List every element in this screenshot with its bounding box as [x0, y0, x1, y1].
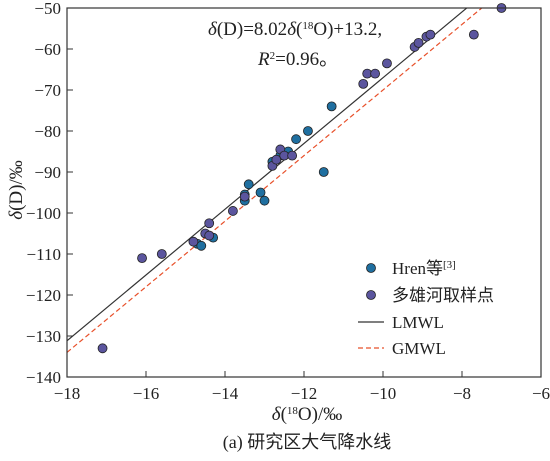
- y-tick-label: −120: [26, 286, 61, 305]
- x-tick-label: −18: [54, 384, 81, 403]
- hren-point: [291, 134, 302, 145]
- x-axis-title: δ(18O)/‰: [272, 404, 343, 425]
- y-tick-label: −90: [34, 163, 61, 182]
- y-axis-title: δ(D)/‰: [6, 160, 27, 220]
- legend-marker-duoxiong: [366, 290, 376, 300]
- hren-point: [243, 179, 254, 190]
- figure-caption: (a) 研究区大气降水线: [223, 432, 391, 453]
- y-tick-label: −140: [26, 368, 61, 387]
- duoxiong-point: [382, 58, 392, 69]
- x-tick-label: −8: [453, 384, 471, 403]
- hren-point: [196, 240, 207, 251]
- duoxiong-point: [227, 206, 238, 216]
- x-tick-label: −6: [532, 384, 550, 403]
- legend-label-hren: Hren等[3]: [392, 259, 456, 278]
- ticks-layer: −18 −16 −14 −12 −10 −8 −6 −140 −130 −120 −110 −100 −…: [26, 0, 550, 403]
- duoxiong-point: [425, 29, 436, 40]
- y-tick-label: −60: [34, 40, 61, 59]
- duoxiong-point: [137, 253, 147, 264]
- duoxiong-point: [204, 230, 215, 241]
- legend-label-lmwl: LMWL: [392, 313, 444, 332]
- equation-line-1: δ(D)=8.02δ(18O)+13.2,: [208, 19, 382, 40]
- legend-marker-hren: [366, 263, 376, 273]
- y-tick-label: −70: [34, 81, 61, 100]
- duoxiong-point: [239, 191, 250, 202]
- duoxiong-point: [97, 343, 108, 354]
- data-points: [97, 3, 507, 354]
- hren-point: [318, 167, 329, 177]
- legend-label-gmwl: GMWL: [392, 339, 446, 358]
- duoxiong-point: [468, 29, 479, 40]
- regression-lines: [67, 8, 483, 353]
- legend-label-duoxiong: 多雄河取样点: [392, 286, 494, 305]
- y-tick-label: −80: [34, 122, 61, 141]
- duoxiong-point: [413, 37, 424, 48]
- legend: Hren等[3] 多雄河取样点 LMWL GMWL: [358, 259, 494, 358]
- x-tick-label: −14: [212, 384, 239, 403]
- x-tick-label: −12: [291, 384, 318, 403]
- y-tick-label: −110: [27, 245, 61, 264]
- duoxiong-point: [370, 68, 381, 79]
- y-tick-label: −100: [26, 204, 61, 223]
- y-tick-label: −130: [26, 327, 61, 346]
- hren-point: [326, 101, 337, 112]
- duoxiong-point: [287, 150, 298, 161]
- gmwl-line: [67, 8, 483, 353]
- hren-point: [303, 126, 313, 136]
- x-tick-label: −16: [133, 384, 160, 403]
- x-tick-label: −10: [370, 384, 397, 403]
- lmwl-line: [67, 8, 468, 342]
- plot-frame: [66, 7, 542, 378]
- equation-line-2: R2=0.96。: [257, 49, 338, 70]
- duoxiong-point: [358, 78, 369, 89]
- duoxiong-point: [156, 249, 167, 259]
- hren-point: [259, 195, 270, 206]
- duoxiong-point: [188, 236, 199, 247]
- y-tick-label: −50: [34, 0, 61, 18]
- hren-point: [255, 187, 266, 198]
- duoxiong-point: [204, 218, 215, 229]
- duoxiong-point: [271, 154, 282, 165]
